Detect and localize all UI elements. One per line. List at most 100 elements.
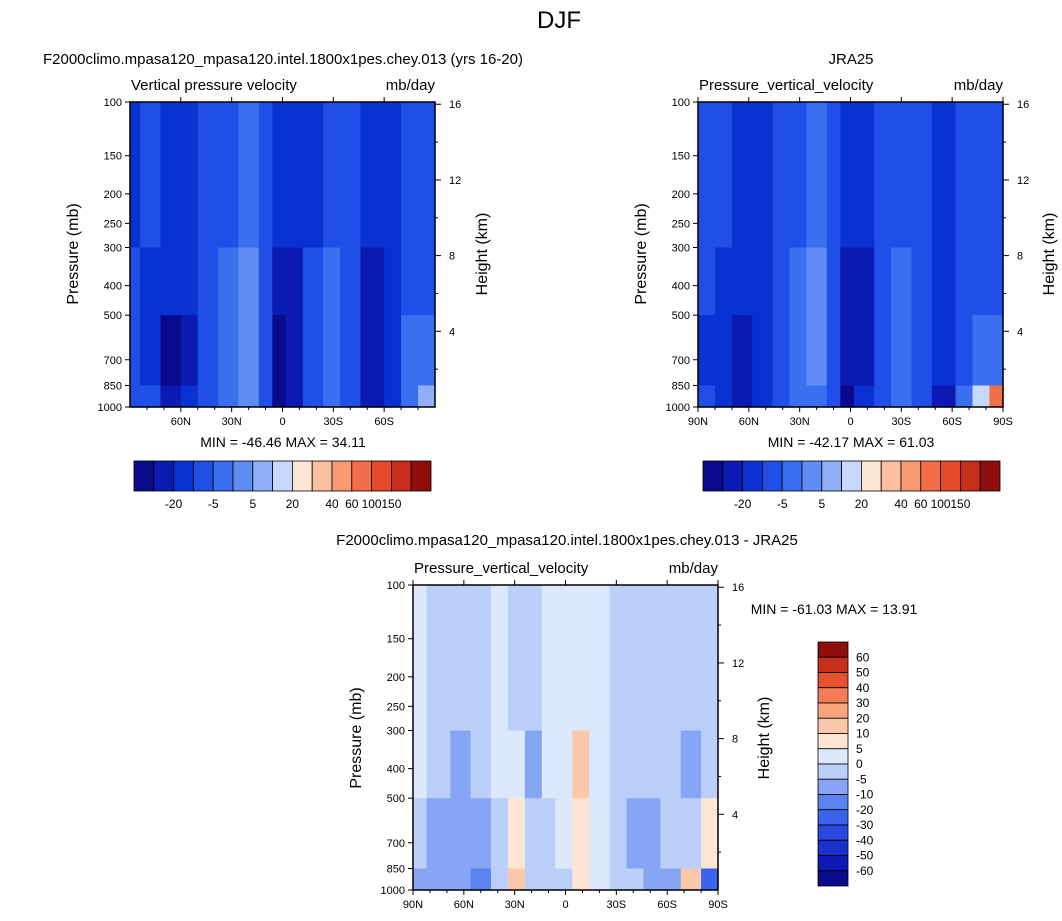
panel-model-cell (340, 247, 362, 316)
panel-model-cell (272, 102, 287, 249)
panel-difference-cell (680, 585, 702, 732)
panel-jra25-colorbar-swatch (841, 460, 862, 492)
panel-difference-cell (660, 868, 682, 891)
panel-model-cell (180, 247, 199, 316)
panel-jra25-cell (840, 102, 855, 249)
panel-difference-ytick-label: 250 (387, 701, 405, 713)
panel-model-cell (384, 247, 402, 316)
panel-jra25-cell (731, 385, 753, 408)
panel-jra25-cell (714, 315, 733, 387)
panel-model-cell (140, 247, 162, 316)
panel-model-cell (323, 385, 341, 408)
panel-model-cell (238, 385, 260, 408)
panel-difference-y2label: Height (km) (756, 697, 773, 780)
panel-model-y2tick-label: 4 (449, 326, 455, 338)
panel-difference-colorbar-swatch (817, 672, 849, 689)
panel-difference-cell (541, 798, 556, 870)
panel-jra25-y2tick-label: 12 (1017, 175, 1029, 187)
panel-jra25-xtick-label: 30S (892, 416, 912, 428)
panel-difference-xtick-label: 30S (607, 899, 627, 911)
panel-difference-colorbar-swatch (817, 702, 849, 719)
panel-difference-colorbar-label: -20 (856, 803, 874, 817)
panel-model-cell (323, 315, 341, 387)
panel-difference-cell (572, 730, 590, 799)
panel-model-ytick-label: 1000 (98, 402, 122, 414)
panel-jra25: JRA25 Pressure_vertical_velocity mb/day … (633, 51, 1058, 511)
panel-jra25-cell (698, 247, 716, 316)
panel-model-colorbar-swatch (331, 460, 353, 492)
panel-jra25-cell (931, 247, 957, 316)
panel-model-cell (130, 247, 141, 316)
panel-model-cell (258, 247, 273, 316)
panel-jra25-cell (840, 385, 855, 408)
panel-difference-ytick-label: 100 (387, 580, 405, 592)
panel-difference-ytick-label: 1000 (381, 885, 405, 897)
panel-difference-cell (541, 730, 556, 799)
panel-difference-cell (643, 585, 661, 732)
panel-model-cell (401, 247, 419, 316)
panel-difference-colorbar-label: -10 (856, 788, 874, 802)
panel-jra25-cell (853, 385, 875, 408)
panel-model-ytick-label: 500 (104, 310, 122, 322)
panel-model-cell (258, 102, 273, 249)
panel-difference-colorbar-swatch (817, 748, 849, 765)
panel-jra25-cell (731, 315, 753, 387)
panel-jra25-cell (714, 385, 733, 408)
panel-model-ytick-label: 150 (104, 151, 122, 163)
panel-difference-ytick-label: 300 (387, 726, 405, 738)
panel-model-cell (302, 315, 324, 387)
panel-model-colorbar-swatch (212, 460, 234, 492)
panel-model-colorbar-swatch (291, 460, 313, 492)
panel-model-cross-section (130, 102, 436, 408)
panel-model-cell (180, 385, 199, 408)
panel-difference-cell (643, 730, 661, 799)
panel-model-ytick-label: 100 (104, 97, 122, 109)
panel-model-cell (160, 247, 182, 316)
panel-difference-ytick-label: 150 (387, 634, 405, 646)
panel-model-cell (302, 385, 324, 408)
panel-model-cell (197, 102, 219, 249)
panel-model-cell (130, 385, 141, 408)
panel-model-cell (401, 315, 419, 387)
panel-model-colorbar-label: 60 (345, 497, 359, 511)
panel-jra25-cell (891, 247, 913, 316)
panel-jra25-colorbar-swatch (702, 460, 724, 492)
panel-model-colorbar-swatch (272, 460, 293, 492)
panel-jra25-colorbar-swatch (920, 460, 941, 492)
panel-difference-y2tick-label: 4 (732, 809, 738, 821)
panel-difference-cell (524, 798, 543, 870)
panel-model-cell (285, 385, 304, 408)
panel-difference-cell (626, 798, 645, 870)
panel-model-colorbar-label: 150 (381, 497, 401, 511)
panel-jra25-cell (840, 315, 855, 387)
panel-jra25-cell (955, 247, 974, 316)
panel-difference-cell (524, 730, 543, 799)
panel-model-y2label: Height (km) (474, 213, 491, 296)
panel-difference-colorbar-swatch (817, 839, 849, 856)
panel-model-colorbar-swatch (173, 460, 194, 492)
panel-difference-cell (643, 868, 661, 891)
panel-difference-cell (680, 730, 702, 799)
panel-model-cell (140, 385, 162, 408)
panel-difference-colorbar-label: -50 (856, 849, 874, 863)
panel-difference-ylabel: Pressure (mb) (348, 687, 365, 788)
panel-jra25-ytick-label: 300 (672, 243, 690, 255)
panel-difference-cell (609, 798, 628, 870)
panel-jra25-cell (698, 315, 716, 387)
panel-difference-ytick-label: 200 (387, 672, 405, 684)
panel-model-colorbar-swatch (351, 460, 372, 492)
panel-jra25-cell (772, 315, 791, 387)
panel-difference-cell (470, 730, 492, 799)
panel-jra25-colorbar-swatch (861, 460, 882, 492)
panel-difference-cell (507, 730, 526, 799)
panel-difference-ytick-label: 500 (387, 793, 405, 805)
panel-model-cell (360, 102, 385, 249)
panel-difference-cell (490, 730, 509, 799)
panel-difference-cell (589, 798, 611, 870)
panel-difference-ytick-label: 700 (387, 838, 405, 850)
panel-difference-colorbar-label: -30 (856, 818, 874, 832)
panel-model-cell (285, 315, 304, 387)
panel-difference-cell (609, 585, 628, 732)
panel-jra25-y2tick-label: 4 (1017, 326, 1023, 338)
